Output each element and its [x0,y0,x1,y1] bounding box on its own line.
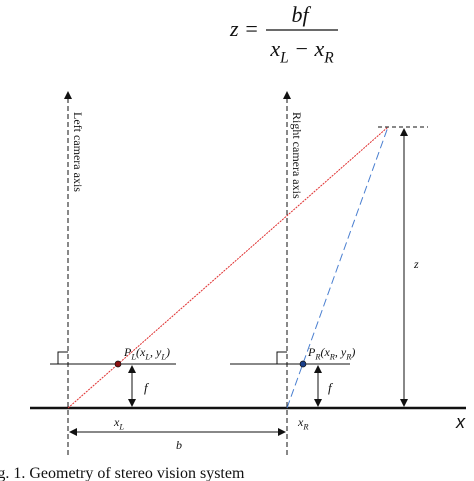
text-segment: , y [150,345,162,359]
subscript: L [118,423,124,432]
point-right [299,360,307,368]
x-axis-label: x [455,412,466,432]
text-segment: (x [136,345,146,359]
b-label: b [176,438,182,452]
text-segment: ) [165,345,170,359]
xr-label: xR [297,415,308,432]
xl-label: xL [113,415,124,432]
text-segment: x [113,415,120,429]
left-ray [67,126,389,409]
left-axis-label: Left camera axis [71,112,85,192]
subscript: R [323,50,334,67]
text-segment: x [297,415,304,429]
subscript: L [144,353,150,362]
text-segment: x [269,36,280,61]
subscript: R [302,423,308,432]
subscript: L [160,353,166,362]
subscript: R [314,353,320,362]
subscript: L [279,50,289,67]
text-segment: − x [289,36,325,61]
point-left [114,360,122,368]
formula-denominator: xL − xR [269,36,334,67]
text-segment: bf [291,2,311,27]
f-left-label: f [144,380,150,395]
f-right-label: f [328,380,334,395]
point-left-label: PL(xL, yL) [123,345,170,362]
point-right-label: PR(xR, yR) [307,345,355,362]
formula-lhs: z = [229,16,259,41]
caption: Fig. 1. Geometry of stereo vision system [0,465,245,481]
text-segment: ) [350,345,355,359]
subscript: R [345,353,351,362]
subscript: L [130,353,136,362]
formula-numerator: bf [291,2,311,27]
text-segment: P [307,345,316,359]
subscript: R [329,353,335,362]
text-segment: , y [335,345,347,359]
z-label: z [413,257,419,271]
text-segment: P [123,345,132,359]
right-axis-label: Right camera axis [290,112,304,199]
right-angle-marker [276,351,287,364]
text-segment: z = [229,16,259,41]
right-angle-marker [57,351,68,364]
text-segment: (x [320,345,330,359]
